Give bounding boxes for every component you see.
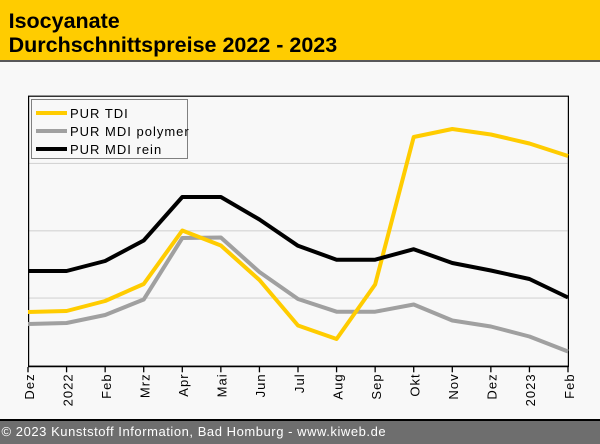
- svg-text:Feb: Feb: [99, 373, 114, 399]
- svg-text:Jul: Jul: [292, 373, 307, 393]
- svg-text:Nov: Nov: [446, 373, 461, 399]
- svg-text:Apr: Apr: [176, 373, 191, 396]
- svg-text:2022: 2022: [60, 373, 75, 406]
- svg-text:Feb: Feb: [562, 373, 577, 399]
- svg-text:Dez: Dez: [22, 373, 37, 399]
- svg-text:2023: 2023: [523, 373, 538, 406]
- svg-text:Okt: Okt: [408, 373, 423, 396]
- svg-text:Mrz: Mrz: [138, 373, 153, 398]
- svg-text:Dez: Dez: [485, 373, 500, 399]
- svg-text:Sep: Sep: [369, 373, 384, 399]
- svg-text:Aug: Aug: [330, 373, 345, 399]
- svg-text:Jun: Jun: [253, 373, 268, 397]
- svg-text:Mai: Mai: [215, 373, 230, 397]
